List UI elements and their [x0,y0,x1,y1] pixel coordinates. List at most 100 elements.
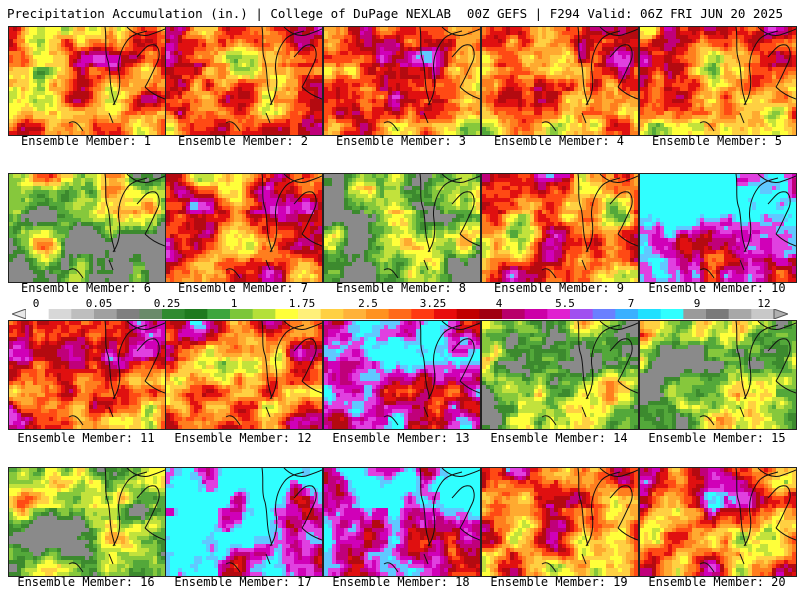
precip-field [166,321,322,429]
coastline-4 [775,86,796,100]
colorbar-tick-label: 2.5 [358,297,378,310]
precip-field [9,321,165,429]
coastline-1 [427,30,463,106]
coastline-2 [757,27,796,36]
colorbar-max-arrow [773,309,788,319]
great-lakes-outline [541,468,638,573]
great-lakes-outline [68,174,165,279]
ensemble-map-panel [639,320,797,430]
coastline-5 [68,121,84,132]
colorbar-swatch [275,309,299,319]
coastline-2 [126,174,165,183]
coastline-3 [609,191,633,235]
precip-field [9,27,165,135]
coastline-4 [617,527,638,541]
coastline-1 [743,471,779,547]
precip-field [324,174,480,282]
great-lakes-outline [383,174,480,279]
great-lakes-outline [699,321,796,426]
ensemble-member-label: Ensemble Member: 15 [639,431,795,445]
ensemble-map-panel [165,26,323,136]
colorbar-swatch [615,309,639,319]
coastline-2 [283,468,322,477]
coastline-0 [419,27,431,106]
coastline-6 [265,406,271,418]
coastline-0 [735,27,747,106]
great-lakes-outline [68,27,165,132]
coastline-5 [541,121,557,132]
colorbar-swatch [94,309,118,319]
great-lakes-outline [699,174,796,279]
coastline-2 [441,174,480,183]
coastline-5 [225,415,241,426]
coastline-0 [577,27,589,106]
coastline-3 [451,338,475,382]
coastline-4 [301,86,322,100]
ensemble-map-panel [165,173,323,283]
coastline-6 [423,112,429,124]
precip-field [166,174,322,282]
coastline-1 [269,30,305,106]
precip-field [482,321,638,429]
ensemble-map-panel [481,320,639,430]
great-lakes-outline [541,321,638,426]
great-lakes-outline [699,468,796,573]
precip-field [640,27,796,135]
coastline-3 [451,485,475,529]
coastline-4 [775,380,796,394]
ensemble-map-panel [165,320,323,430]
coastline-6 [265,553,271,565]
coastline-6 [581,553,587,565]
coastline-1 [743,177,779,253]
coastline-5 [383,415,399,426]
run-info: 00Z GEFS | F294 Valid: 06Z FRI JUN 20 20… [467,6,783,21]
colorbar-swatch [502,309,526,319]
coastline-0 [419,321,431,400]
coastline-2 [283,27,322,36]
coastline-1 [585,471,621,547]
precip-field [9,174,165,282]
great-lakes-outline [541,27,638,132]
coastline-5 [383,562,399,573]
coastline-3 [451,44,475,88]
ensemble-map-panel [8,320,166,430]
ensemble-map-panel [481,467,639,577]
coastline-0 [577,468,589,547]
coastline-6 [108,112,114,124]
coastline-5 [68,415,84,426]
coastline-0 [104,174,116,253]
coastline-2 [283,321,322,330]
ensemble-member-label: Ensemble Member: 17 [165,575,321,589]
colorbar-tick-label: 1.75 [289,297,316,310]
precip-field [482,468,638,576]
ensemble-member-label: Ensemble Member: 5 [639,134,795,148]
coastline-4 [459,380,480,394]
ensemble-map-panel [481,173,639,283]
coastline-5 [541,562,557,573]
precip-field [482,174,638,282]
colorbar-swatch [116,309,140,319]
ensemble-map-panel [481,26,639,136]
precip-field [640,174,796,282]
coastline-5 [541,268,557,279]
coastline-1 [269,471,305,547]
coastline-3 [136,44,160,88]
great-lakes-outline [225,321,322,426]
coastline-4 [775,527,796,541]
coastline-6 [739,553,745,565]
coastline-1 [585,177,621,253]
coastline-0 [104,321,116,400]
coastline-2 [599,174,638,183]
coastline-0 [261,174,273,253]
great-lakes-outline [383,321,480,426]
colorbar-swatch [592,309,616,319]
coastline-4 [144,380,165,394]
coastline-1 [585,324,621,400]
colorbar-swatch [320,309,344,319]
coastline-3 [293,44,317,88]
colorbar-swatch [388,309,412,319]
coastline-4 [301,380,322,394]
ensemble-map-panel [8,467,166,577]
ensemble-member-label: Ensemble Member: 13 [323,431,479,445]
great-lakes-outline [68,468,165,573]
